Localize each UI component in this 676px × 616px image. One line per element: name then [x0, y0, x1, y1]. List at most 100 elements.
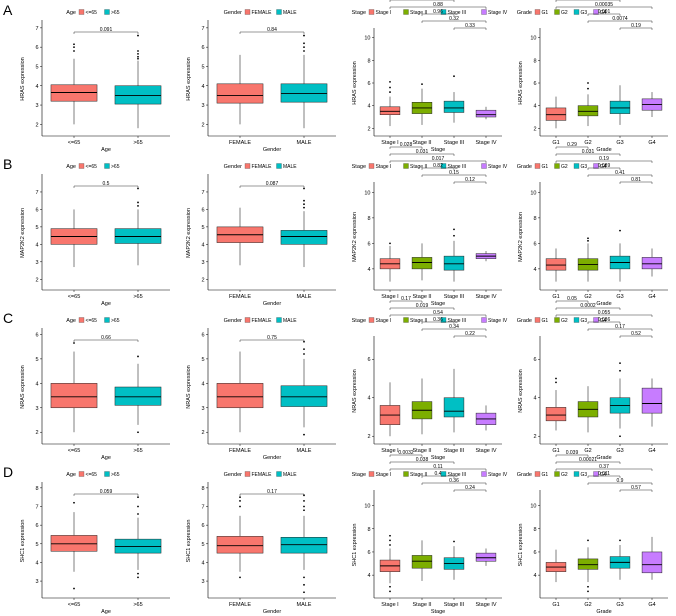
x-tick-label: FEMALE	[229, 448, 251, 454]
pvalue-label: 0.66	[101, 335, 111, 341]
legend-label: <=65	[86, 164, 98, 170]
outlier-point	[389, 86, 391, 89]
outlier-point	[453, 75, 455, 78]
outlier-point	[453, 540, 455, 543]
bracket-line	[389, 468, 487, 471]
box-FEMALE	[216, 207, 264, 266]
x-axis-label: Age	[101, 301, 111, 307]
pvalue-bracket: 0.039	[389, 0, 455, 2]
legend: Grade G1 G2 G3 G4	[517, 471, 607, 478]
legend-swatch	[593, 163, 599, 169]
outlier-point	[303, 353, 305, 355]
bracket-line	[421, 475, 455, 478]
pvalue-bracket: 0.81	[619, 177, 653, 184]
pvalue-bracket: 0.17	[239, 489, 305, 496]
pvalue-bracket: 0.036	[587, 317, 621, 324]
legend-label: G1	[542, 10, 549, 16]
legend-label: MALE	[283, 164, 297, 170]
pvalue-label: 0.5	[103, 181, 110, 187]
legend-swatch	[573, 9, 580, 15]
pvalue-label: 0.00021	[579, 457, 597, 463]
bracket-line	[239, 339, 305, 342]
legend: Gender FEMALE MALE	[224, 163, 297, 170]
outlier-point	[239, 576, 241, 579]
legend-label: G4	[600, 10, 607, 16]
x-axis-label: Gender	[263, 147, 282, 153]
legend-swatch	[481, 471, 487, 477]
pvalue-label: 0.4	[435, 471, 442, 477]
box-G4	[641, 378, 663, 427]
box-FEMALE	[216, 54, 264, 125]
box-G3	[609, 229, 631, 282]
legend-swatch	[368, 317, 375, 323]
outlier-point	[619, 539, 621, 542]
legend-label: MALE	[283, 10, 297, 16]
outlier-point	[239, 496, 241, 499]
bracket-line	[239, 185, 305, 188]
legend-label: FEMALE	[252, 10, 273, 16]
bracket-line	[555, 153, 621, 156]
y-tick-label: 8	[533, 527, 536, 533]
bracket-line	[389, 153, 455, 156]
panel-a-stage: Stage Stage I Stage II Stage III Stage IV 2 4 6…	[352, 0, 508, 153]
pvalue-bracket: 0.087	[239, 181, 305, 188]
pvalue-bracket: 0.33	[453, 23, 487, 30]
box-iqr	[545, 107, 567, 121]
legend-label: G1	[542, 472, 549, 478]
pvalue-label: 0.75	[267, 335, 277, 341]
box-iqr	[50, 383, 98, 409]
box-iqr	[609, 100, 631, 114]
legend-swatch	[403, 9, 409, 15]
bracket-line	[555, 307, 621, 310]
pvalue-label: 0.001	[598, 9, 611, 15]
y-axis-label: NRAS expression	[186, 365, 192, 408]
x-axis-label: Gender	[263, 455, 282, 461]
outlier-point	[73, 46, 75, 49]
pvalue-bracket: 0.9	[587, 478, 653, 485]
x-tick-label: G4	[648, 294, 655, 300]
y-tick-label: 4	[35, 84, 38, 90]
legend-swatch	[104, 471, 110, 477]
pvalue-label: 0.038	[416, 457, 429, 463]
outlier-point	[137, 513, 139, 515]
pvalue-label: 0.37	[599, 464, 609, 470]
box-G1	[545, 377, 567, 431]
pvalue-label: 0.41	[615, 170, 625, 176]
pvalue-label: 0.05	[567, 296, 577, 302]
box-G1	[545, 96, 567, 129]
outlier-point	[555, 381, 557, 384]
outlier-point	[619, 362, 621, 364]
bracket-line	[555, 454, 589, 457]
pvalue-bracket: 0.24	[453, 485, 487, 492]
pvalue-label: 0.0074	[612, 16, 628, 22]
box-Stage II	[411, 243, 433, 281]
pvalue-bracket: 0.039	[555, 450, 589, 457]
pvalue-label: 0.017	[432, 156, 445, 162]
y-tick-label: 4	[35, 242, 38, 248]
y-tick-label: 4	[367, 396, 370, 402]
bracket-line	[555, 314, 653, 317]
outlier-point	[137, 572, 139, 575]
y-axis-label: SHC1 expression	[518, 524, 524, 567]
legend-label: >65	[111, 10, 120, 16]
box-iqr	[379, 106, 401, 115]
box-Stage II	[411, 540, 433, 581]
x-tick-label: >65	[133, 294, 142, 300]
x-tick-label: Stage I	[381, 140, 399, 146]
box-<=65	[50, 342, 98, 433]
outlier-point	[453, 228, 455, 231]
box-G2	[577, 386, 599, 433]
y-tick-label: 6	[533, 357, 536, 363]
legend-label: MALE	[283, 472, 297, 478]
y-axis-label: HRAS expression	[518, 61, 524, 104]
box-iqr	[280, 385, 328, 407]
y-tick-label: 4	[533, 396, 536, 402]
pvalue-bracket: 0.031	[555, 149, 621, 156]
pvalue-label: 0.091	[100, 27, 113, 33]
pvalue-bracket: 0.41	[587, 170, 653, 177]
outlier-point	[239, 500, 241, 502]
pvalue-bracket: 0.15	[421, 170, 487, 177]
x-tick-label: Stage IV	[475, 140, 496, 146]
pvalue-label: 0.36	[449, 478, 459, 484]
legend-label: G2	[561, 472, 568, 478]
